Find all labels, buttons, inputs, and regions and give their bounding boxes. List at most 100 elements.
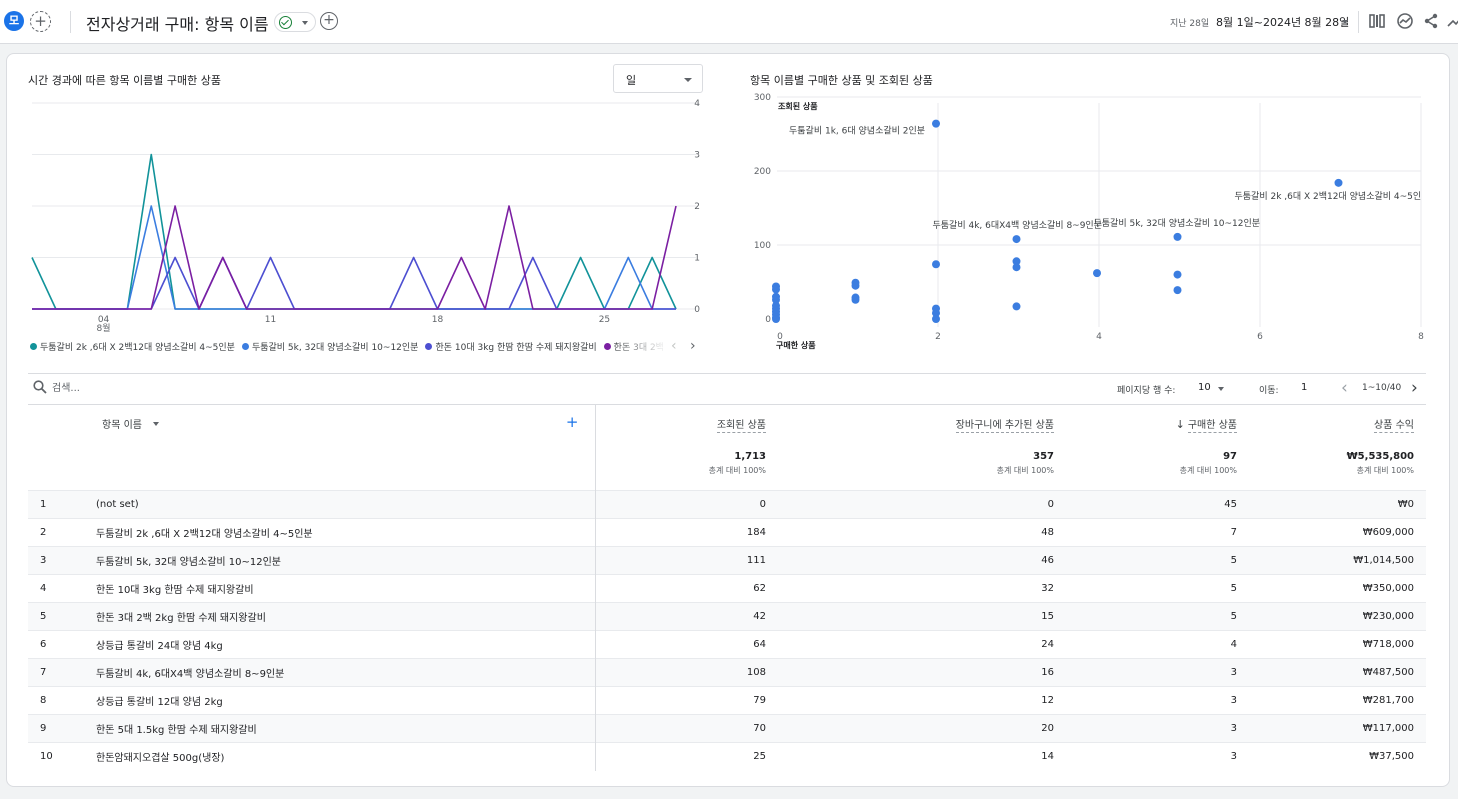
trending-icon[interactable]: [1446, 12, 1458, 30]
scatter-point: [1012, 263, 1021, 272]
totals-row: 1,713 총계 대비 100% 357 총계 대비 100% 97 총계 대비 10…: [28, 450, 1426, 491]
add-comparison-button[interactable]: +: [30, 11, 51, 32]
row-views: 25: [595, 742, 778, 771]
row-cart: 12: [778, 686, 1066, 715]
row-revenue: ₩1,014,500: [1249, 546, 1426, 575]
table-row[interactable]: 3 두툼갈비 5k, 32대 양념소갈비 10~12인분 111 46 5 ₩1,014,…: [28, 546, 1426, 575]
row-purchased: 5: [1066, 546, 1249, 575]
row-purchased: 5: [1066, 602, 1249, 631]
table-row[interactable]: 4 한돈 10대 3kg 한땀 수제 돼지왕갈비 62 32 5 ₩350,000: [28, 574, 1426, 603]
row-item-name[interactable]: (not set): [88, 490, 596, 519]
row-revenue: ₩230,000: [1249, 602, 1426, 631]
col-header-cart[interactable]: 장바구니에 추가된 상품: [778, 404, 1066, 451]
report-status-dropdown[interactable]: [274, 12, 316, 32]
customize-report-icon[interactable]: [1368, 12, 1386, 30]
scatter-point: [1334, 178, 1343, 187]
legend-next-icon[interactable]: ›: [690, 338, 696, 354]
col-header-purchased[interactable]: ↓ 구매한 상품: [1066, 404, 1249, 451]
row-index: 3: [28, 546, 88, 575]
row-cart: 48: [778, 518, 1066, 547]
total-cart-pct: 총계 대비 100%: [996, 465, 1054, 475]
row-cart: 15: [778, 602, 1066, 631]
next-page-icon[interactable]: ›: [1411, 378, 1418, 398]
row-purchased: 3: [1066, 686, 1249, 715]
section-divider: [28, 373, 1426, 374]
row-item-name[interactable]: 상등급 통갈비 24대 양념 4kg: [88, 630, 596, 659]
check-circle-icon: [279, 16, 292, 29]
row-cart: 14: [778, 742, 1066, 771]
row-views: 79: [595, 686, 778, 715]
row-item-name[interactable]: 두툼갈비 5k, 32대 양념소갈비 10~12인분: [88, 546, 596, 575]
dimension-header-label: 항목 이름: [102, 420, 142, 431]
interval-select[interactable]: 일: [613, 64, 703, 93]
goto-page-input[interactable]: 1: [1301, 382, 1308, 393]
point-annotation: 두툼갈비 5k, 32대 양념소갈비 10~12인분: [1094, 218, 1261, 229]
date-range-picker[interactable]: 8월 1일~2024년 8월 28일: [1216, 16, 1350, 29]
table-row[interactable]: 9 한돈 5대 1.5kg 한땀 수제 돼지왕갈비 70 20 3 ₩117,000: [28, 714, 1426, 743]
table-row[interactable]: 2 두툼갈비 2k ,6대 X 2백12대 양념소갈비 4~5인분 184 48 7 ₩6…: [28, 518, 1426, 547]
x-tick-label: 18: [432, 315, 444, 325]
table-row[interactable]: 5 한돈 3대 2백 2kg 한땀 수제 돼지왕갈비 42 15 5 ₩230,000: [28, 602, 1426, 631]
row-item-name[interactable]: 두툼갈비 4k, 6대X4백 양념소갈비 8~9인분: [88, 658, 596, 687]
row-views: 62: [595, 574, 778, 603]
share-icon[interactable]: [1422, 12, 1440, 30]
row-index: 7: [28, 658, 88, 687]
y-tick-label: 1: [694, 254, 700, 264]
row-index: 9: [28, 714, 88, 743]
scatter-point: [932, 119, 940, 128]
dimension-header[interactable]: 항목 이름 +: [88, 404, 596, 451]
legend-dot-icon: [241, 343, 249, 350]
legend-prev-icon[interactable]: ‹: [671, 338, 677, 354]
scatter-point: [772, 315, 780, 323]
date-range-chevron-icon[interactable]: [1342, 20, 1348, 24]
col-header-purchased-label: 구매한 상품: [1187, 416, 1237, 433]
y-tick-label: 0: [694, 305, 700, 315]
row-cart: 16: [778, 658, 1066, 687]
comparison-chip[interactable]: 모: [4, 11, 24, 31]
insights-icon[interactable]: [1396, 12, 1414, 30]
legend-dot-icon: [603, 343, 611, 350]
legend-item[interactable]: 두툼갈비 2k ,6대 X 2백12대 양념소갈비 4~5인분: [30, 340, 235, 353]
row-index: 1: [28, 490, 88, 519]
row-item-name[interactable]: 한돈 3대 2백 2kg 한땀 수제 돼지왕갈비: [88, 602, 596, 631]
row-item-name[interactable]: 상등급 통갈비 12대 양념 2kg: [88, 686, 596, 715]
row-item-name[interactable]: 한돈 5대 1.5kg 한땀 수제 돼지왕갈비: [88, 714, 596, 743]
row-item-name[interactable]: 한돈암돼지오겹살 500g(냉장): [88, 742, 596, 771]
add-dimension-button[interactable]: +: [565, 413, 579, 431]
legend-item[interactable]: 두툼갈비 5k, 32대 양념소갈비 10~12인분: [241, 340, 418, 353]
rows-per-page-select[interactable]: 10: [1198, 382, 1211, 393]
sort-arrow-down-icon: ↓: [1175, 418, 1185, 431]
scatter-point: [1012, 302, 1021, 311]
table-row[interactable]: 8 상등급 통갈비 12대 양념 2kg 79 12 3 ₩281,700: [28, 686, 1426, 715]
scatter-point: [1173, 232, 1182, 241]
row-item-name[interactable]: 한돈 10대 3kg 한땀 수제 돼지왕갈비: [88, 574, 596, 603]
row-revenue: ₩117,000: [1249, 714, 1426, 743]
point-annotation: 두툼갈비 2k ,6대 X 2백12대 양념소갈비 4~5인: [1235, 191, 1422, 202]
chevron-down-icon: [684, 78, 692, 82]
row-views: 70: [595, 714, 778, 743]
prev-page-icon[interactable]: ‹: [1341, 378, 1348, 398]
scatter-point: [1173, 286, 1182, 295]
table-row[interactable]: 6 상등급 통갈비 24대 양념 4kg 64 24 4 ₩718,000: [28, 630, 1426, 659]
table-row[interactable]: 7 두툼갈비 4k, 6대X4백 양념소갈비 8~9인분 108 16 3 ₩487,50…: [28, 658, 1426, 687]
legend-label: 한돈 10대 3kg 한땀 한땀 수제 돼지왕갈비: [435, 343, 597, 353]
table-row[interactable]: 1 (not set) 0 0 45 ₩0: [28, 490, 1426, 519]
chevron-down-icon[interactable]: [153, 422, 160, 426]
col-header-revenue-label: 상품 수익: [1374, 416, 1414, 433]
chevron-down-icon[interactable]: [1218, 387, 1224, 391]
legend-item[interactable]: 한돈 10대 3kg 한땀 한땀 수제 돼지왕갈비: [425, 340, 597, 353]
row-item-name[interactable]: 두툼갈비 2k ,6대 X 2백12대 양념소갈비 4~5인분: [88, 518, 596, 547]
series-line: [32, 205, 677, 310]
row-revenue: ₩37,500: [1249, 742, 1426, 771]
row-views: 111: [595, 546, 778, 575]
row-purchased: 3: [1066, 714, 1249, 743]
search-input[interactable]: [52, 380, 252, 396]
row-revenue: ₩718,000: [1249, 630, 1426, 659]
add-filter-button[interactable]: +: [320, 12, 338, 30]
col-header-revenue[interactable]: 상품 수익: [1249, 404, 1426, 451]
table-row[interactable]: 10 한돈암돼지오겹살 500g(냉장) 25 14 3 ₩37,500: [28, 742, 1426, 771]
col-header-views[interactable]: 조회된 상품: [595, 404, 778, 451]
y-tick-label: 300: [754, 93, 771, 103]
